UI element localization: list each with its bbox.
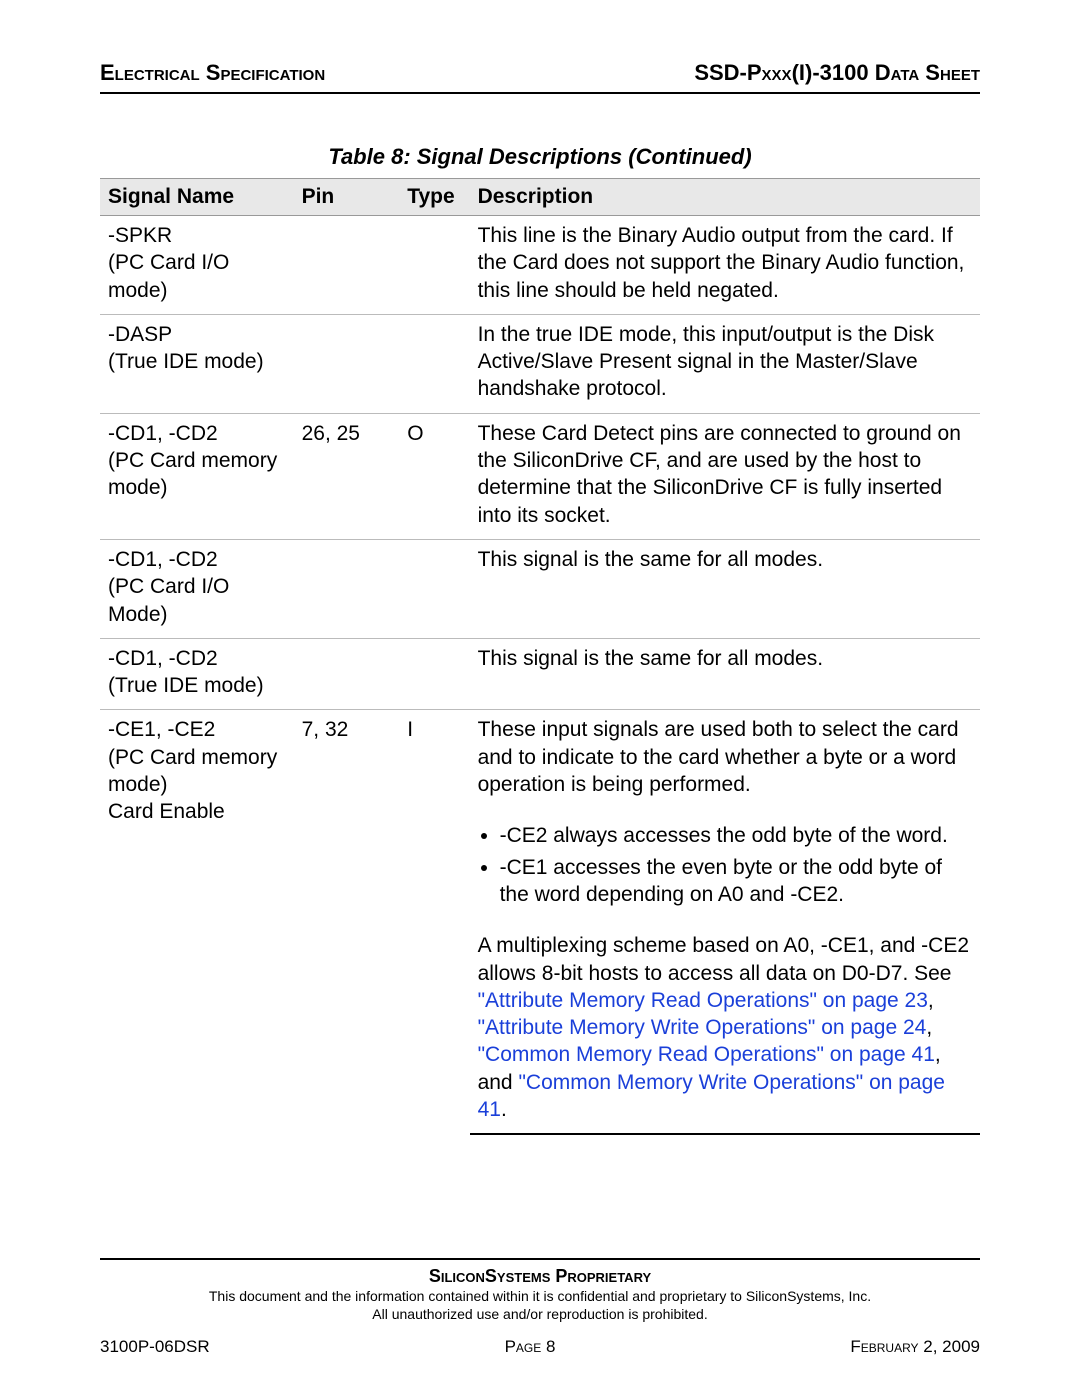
cell-type: O	[399, 413, 469, 539]
signal-mode: (PC Card memory mode)	[108, 746, 277, 796]
cell-type	[399, 539, 469, 638]
cell-description: A multiplexing scheme based on A0, -CE1,…	[470, 926, 980, 1134]
cell-signal: -SPKR (PC Card I/O mode)	[100, 216, 294, 315]
disclaimer-text: This document and the information contai…	[100, 1287, 980, 1323]
table-row: -CE1, -CE2 (PC Card memory mode) Card En…	[100, 710, 980, 808]
cell-pin: 26, 25	[294, 413, 400, 539]
xref-link[interactable]: "Attribute Memory Write Operations" on p…	[478, 1016, 927, 1039]
cell-description: This line is the Binary Audio output fro…	[470, 216, 980, 315]
desc-text: ,	[926, 1016, 932, 1039]
signal-name: -CE1, -CE2	[108, 718, 215, 741]
bullet-list: -CE2 always accesses the odd byte of the…	[478, 822, 972, 908]
signal-mode: (True IDE mode)	[108, 350, 264, 373]
disclaimer-line: This document and the information contai…	[209, 1288, 871, 1304]
cell-pin	[294, 638, 400, 710]
desc-text: .	[501, 1098, 507, 1121]
cell-pin: 7, 32	[294, 710, 400, 1134]
table-row: -DASP (True IDE mode) In the true IDE mo…	[100, 314, 980, 413]
col-header-description: Description	[470, 179, 980, 216]
page-header: Electrical Specification SSD-Pxxx(I)-310…	[100, 60, 980, 94]
doc-id: 3100P-06DSR	[100, 1337, 210, 1357]
cell-signal: -CE1, -CE2 (PC Card memory mode) Card En…	[100, 710, 294, 1134]
footer-row: 3100P-06DSR Page 8 February 2, 2009	[100, 1337, 980, 1357]
table-header-row: Signal Name Pin Type Description	[100, 179, 980, 216]
table-row: -SPKR (PC Card I/O mode) This line is th…	[100, 216, 980, 315]
cell-signal: -CD1, -CD2 (PC Card memory mode)	[100, 413, 294, 539]
xref-link[interactable]: "Attribute Memory Read Operations" on pa…	[478, 989, 928, 1012]
cell-description: These input signals are used both to sel…	[470, 710, 980, 808]
signal-mode: (PC Card memory mode)	[108, 449, 277, 499]
list-item: -CE2 always accesses the odd byte of the…	[500, 822, 972, 849]
cell-signal: -DASP (True IDE mode)	[100, 314, 294, 413]
xref-link[interactable]: "Common Memory Write Operations" on page…	[478, 1071, 945, 1121]
disclaimer-line: All unauthorized use and/or reproduction…	[372, 1306, 707, 1322]
cell-description: These Card Detect pins are connected to …	[470, 413, 980, 539]
table-row: -CD1, -CD2 (True IDE mode) This signal i…	[100, 638, 980, 710]
cell-description: This signal is the same for all modes.	[470, 638, 980, 710]
desc-text: A multiplexing scheme based on A0, -CE1,…	[478, 934, 969, 984]
xref-link[interactable]: "Common Memory Read Operations" on page …	[478, 1043, 935, 1066]
cell-type	[399, 314, 469, 413]
signal-name: -DASP	[108, 323, 172, 346]
col-header-pin: Pin	[294, 179, 400, 216]
cell-description: -CE2 always accesses the odd byte of the…	[470, 808, 980, 926]
doc-date: February 2, 2009	[850, 1337, 980, 1357]
signal-name: -SPKR	[108, 224, 172, 247]
page-number: Page 8	[505, 1337, 556, 1357]
list-item: -CE1 accesses the even byte or the odd b…	[500, 854, 972, 909]
cell-pin	[294, 539, 400, 638]
page-footer: SiliconSystems Proprietary This document…	[100, 1258, 980, 1357]
desc-text: These input signals are used both to sel…	[478, 718, 959, 796]
signal-label: Card Enable	[108, 800, 225, 823]
header-section-title: Electrical Specification	[100, 60, 325, 86]
table-caption: Table 8: Signal Descriptions (Continued)	[100, 144, 980, 170]
signal-table: Signal Name Pin Type Description -SPKR (…	[100, 178, 980, 1135]
header-doc-title: SSD-Pxxx(I)-3100 Data Sheet	[694, 60, 980, 86]
table-row: -CD1, -CD2 (PC Card memory mode) 26, 25 …	[100, 413, 980, 539]
cell-signal: -CD1, -CD2 (PC Card I/O Mode)	[100, 539, 294, 638]
desc-text: ,	[928, 989, 934, 1012]
cell-description: This signal is the same for all modes.	[470, 539, 980, 638]
cell-pin	[294, 314, 400, 413]
proprietary-label: SiliconSystems Proprietary	[100, 1266, 980, 1287]
signal-mode: (PC Card I/O mode)	[108, 251, 229, 301]
cell-signal: -CD1, -CD2 (True IDE mode)	[100, 638, 294, 710]
cell-type	[399, 216, 469, 315]
cell-type: I	[399, 710, 469, 1134]
cell-description: In the true IDE mode, this input/output …	[470, 314, 980, 413]
cell-pin	[294, 216, 400, 315]
signal-name: -CD1, -CD2	[108, 647, 218, 670]
signal-name: -CD1, -CD2	[108, 422, 218, 445]
signal-name: -CD1, -CD2	[108, 548, 218, 571]
col-header-signal: Signal Name	[100, 179, 294, 216]
footer-rule	[100, 1258, 980, 1260]
signal-mode: (PC Card I/O Mode)	[108, 575, 229, 625]
signal-mode: (True IDE mode)	[108, 674, 264, 697]
col-header-type: Type	[399, 179, 469, 216]
table-row: -CD1, -CD2 (PC Card I/O Mode) This signa…	[100, 539, 980, 638]
cell-type	[399, 638, 469, 710]
